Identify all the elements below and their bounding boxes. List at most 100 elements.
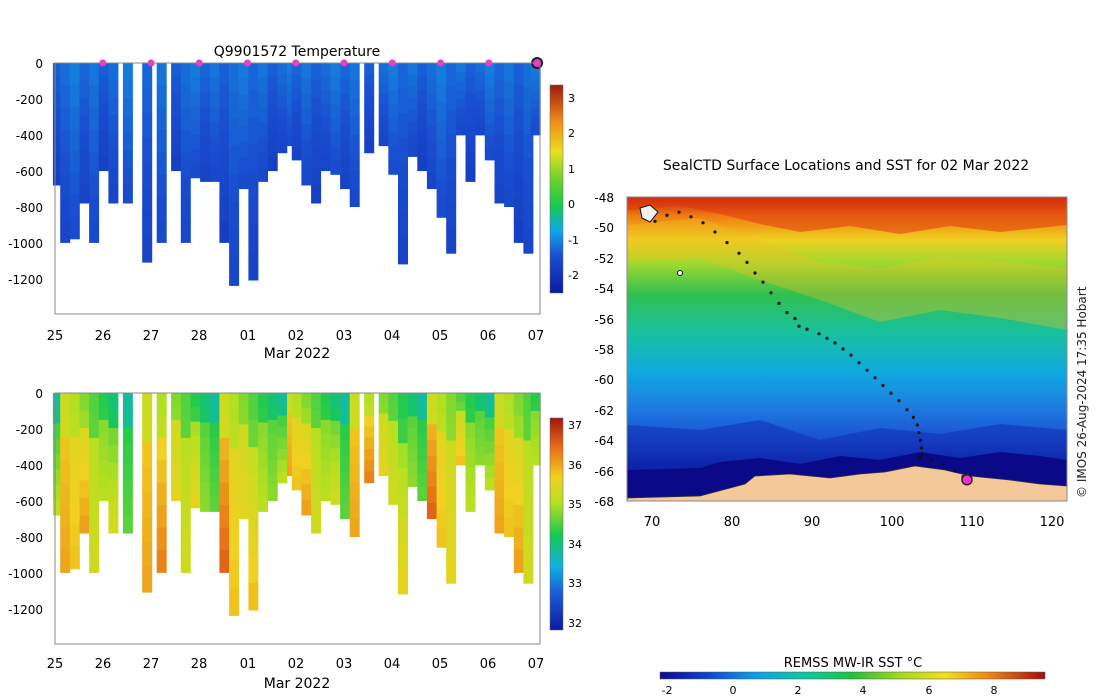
profile-segment xyxy=(277,74,288,86)
profile-segment xyxy=(417,63,428,77)
profile-segment xyxy=(311,80,322,99)
profile-segment xyxy=(238,78,249,95)
profile-segment xyxy=(277,85,288,98)
x-tick-label: 06 xyxy=(480,329,497,344)
profile-segment xyxy=(388,476,399,491)
colorbar-tick-label: 1 xyxy=(568,163,575,176)
profile-segment xyxy=(142,63,153,89)
profile-segment xyxy=(513,219,524,243)
profile-segment xyxy=(301,124,312,140)
profile-segment xyxy=(219,130,230,154)
profile-segment xyxy=(291,417,302,430)
profile-segment xyxy=(200,77,211,94)
profile-segment xyxy=(455,107,466,118)
profile-segment xyxy=(340,440,351,457)
profile-segment xyxy=(190,436,201,451)
profile-segment xyxy=(180,437,191,461)
profile-segment xyxy=(388,448,399,464)
profile-segment xyxy=(142,467,153,494)
profile-segment xyxy=(108,393,119,412)
profile-segment xyxy=(378,403,389,415)
profile-segment xyxy=(60,130,71,154)
profile-segment xyxy=(530,419,541,430)
profile-segment xyxy=(475,125,486,136)
profile-segment xyxy=(209,452,220,468)
profile-segment xyxy=(301,499,312,516)
track-point xyxy=(677,210,681,214)
profile-segment xyxy=(446,110,457,135)
y-tick-label: -800 xyxy=(16,201,43,215)
profile-segment xyxy=(156,107,167,131)
salinity-colorbar xyxy=(549,417,564,631)
profile-segment xyxy=(398,468,408,494)
profile-segment xyxy=(378,83,389,95)
profile-segment xyxy=(108,410,119,429)
track-point xyxy=(665,213,669,217)
profile-segment xyxy=(398,213,408,240)
profile-segment xyxy=(291,123,302,137)
profile-segment xyxy=(465,122,476,138)
profile-segment xyxy=(277,471,288,484)
colorbar-tick-label: 33 xyxy=(568,577,582,590)
x-tick-label: 04 xyxy=(384,657,401,672)
lat-tick-label: -64 xyxy=(594,434,614,448)
profile-segment xyxy=(301,93,312,110)
profile-segment xyxy=(530,116,541,127)
profile-segment xyxy=(426,110,437,127)
profile-segment xyxy=(267,76,278,91)
profile-segment xyxy=(417,460,428,475)
profile-segment xyxy=(475,419,486,430)
profile-segment xyxy=(349,428,360,448)
y-tick-label: 0 xyxy=(35,387,43,401)
profile-segment xyxy=(79,98,90,117)
profile-segment xyxy=(364,426,375,439)
profile-segment xyxy=(219,393,230,416)
profile-segment xyxy=(349,188,360,207)
profile-segment xyxy=(229,393,240,422)
profile-segment xyxy=(484,393,495,406)
profile-segment xyxy=(530,428,541,439)
profile-segment xyxy=(171,487,182,502)
profile-segment xyxy=(238,487,249,504)
salinity-y-axis: 0 -200 -400 -600 -800 -1000 -1200 xyxy=(8,387,43,617)
profile-segment xyxy=(301,393,312,409)
lon-tick-label: 70 xyxy=(644,515,661,530)
profile-segment xyxy=(219,505,230,529)
profile-segment xyxy=(364,141,375,154)
profile-segment xyxy=(523,511,534,537)
profile-segment xyxy=(320,89,331,104)
profile-segment xyxy=(426,424,437,441)
profile-segment xyxy=(340,63,351,80)
profile-segment xyxy=(248,171,259,200)
profile-segment xyxy=(436,527,447,548)
profile-segment xyxy=(475,72,486,82)
profile-segment xyxy=(330,118,341,134)
colorbar-tick-label: 32 xyxy=(568,617,582,630)
profile-segment xyxy=(60,393,71,416)
profile-segment xyxy=(407,462,418,476)
profile-segment xyxy=(79,480,90,499)
profile-segment xyxy=(229,229,240,259)
lon-tick-label: 120 xyxy=(1040,515,1065,530)
profile-segment xyxy=(190,106,201,121)
profile-segment xyxy=(229,146,240,175)
profile-segment xyxy=(378,444,389,456)
profile-segment xyxy=(60,85,71,109)
profile-segment xyxy=(156,393,167,416)
profile-segment xyxy=(378,104,389,116)
profile-segment xyxy=(277,449,288,461)
profile-segment xyxy=(436,508,447,529)
profile-segment xyxy=(320,460,331,475)
profile-segment xyxy=(340,502,351,520)
profile-segment xyxy=(108,115,119,134)
profile-segment xyxy=(494,132,505,151)
profile-segment xyxy=(513,197,524,221)
profile-segment xyxy=(52,78,63,94)
track-point xyxy=(841,347,845,351)
profile-segment xyxy=(180,393,191,416)
profile-segment xyxy=(311,167,322,186)
track-point xyxy=(785,310,789,315)
profile-segment xyxy=(209,151,220,168)
profile-segment xyxy=(455,63,466,73)
profile-segment xyxy=(340,78,351,95)
